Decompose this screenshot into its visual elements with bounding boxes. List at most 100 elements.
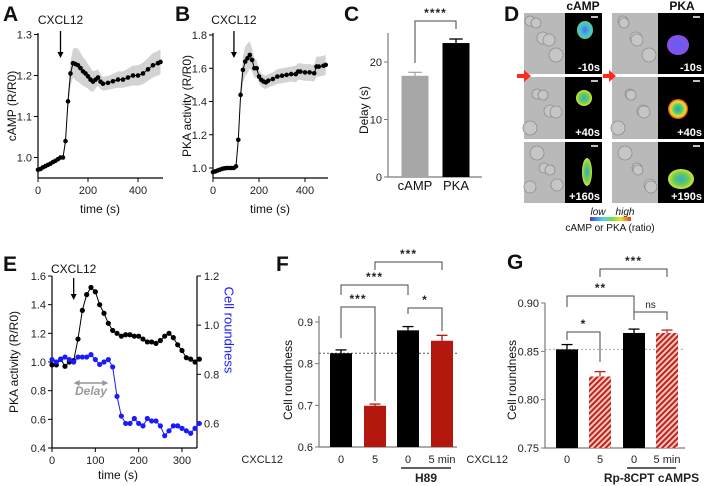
data-point [136, 420, 142, 427]
data-point [62, 354, 68, 360]
data-point [150, 62, 156, 68]
y-tick-label: 0.90 [518, 298, 539, 310]
cell-ratio-signal [582, 158, 592, 186]
delay-arrow-head [102, 380, 109, 386]
data-point [127, 332, 133, 338]
data-point [88, 352, 94, 358]
data-point [275, 74, 280, 79]
data-point [118, 413, 124, 419]
time-label: +160s [569, 191, 600, 203]
data-point [58, 356, 64, 363]
data-point [101, 359, 107, 365]
significance-label: ** [595, 281, 606, 295]
significance-bracket [340, 284, 409, 295]
data-point [307, 70, 312, 75]
x-tick-label: 400 [129, 185, 147, 197]
y-tick-label: 0 [376, 172, 382, 184]
ratio-image [565, 77, 602, 139]
data-point [149, 418, 155, 424]
bar [397, 330, 419, 447]
data-point [238, 92, 243, 98]
chart-e: 0.4 0.6 0.8 1.0 1.2 1.4 1.6 PKA activity (R/R0)… [7, 262, 236, 482]
data-point [100, 81, 106, 86]
time-label: -10s [578, 62, 600, 74]
data-point [68, 71, 73, 76]
x-axis-label: time (s) [80, 202, 120, 216]
data-point [236, 137, 241, 143]
significance-label: * [581, 317, 587, 331]
data-point [270, 76, 276, 82]
sem-band [213, 41, 326, 173]
cell-ratio-signal [576, 90, 592, 106]
data-point [49, 362, 55, 368]
significance-bracket [633, 311, 668, 320]
data-point [105, 320, 111, 326]
data-point [125, 75, 131, 80]
delay-label: Delay [75, 384, 108, 398]
y-tick-label-right: 1.0 [204, 320, 219, 332]
significance-label: *** [625, 254, 642, 268]
data-point [65, 99, 71, 104]
data-point [188, 356, 194, 362]
data-point [196, 420, 202, 427]
cell [625, 89, 637, 101]
data-point [105, 80, 111, 86]
data-point [88, 284, 94, 291]
data-point [110, 78, 116, 84]
data-point [240, 67, 246, 73]
y-tick-label: 0.75 [518, 443, 539, 455]
y-tick-label: 0.4 [31, 443, 46, 455]
data-point [118, 333, 124, 339]
x-tick-label: 0 [210, 185, 216, 197]
data-point [79, 354, 85, 360]
data-point [183, 355, 189, 361]
bar [364, 405, 386, 447]
colorbar-low: low [590, 207, 606, 218]
panel-label-c: C [344, 3, 359, 26]
chart-b: 1.0 1.2 1.4 1.6 1.8 PKA activity (R/R0) 0 200 40… [180, 13, 329, 216]
y-tick-label: 0.80 [518, 395, 539, 407]
data-point [247, 52, 253, 58]
data-point [153, 418, 159, 424]
y-tick-label: 10 [370, 115, 382, 127]
data-point [71, 359, 77, 365]
x-axis-label: time (s) [98, 468, 138, 482]
data-point [63, 138, 68, 144]
data-point [140, 71, 146, 76]
bar-label: 0 [631, 454, 637, 466]
data-point [311, 70, 317, 76]
panel-label-g: G [507, 251, 523, 274]
data-point [131, 415, 137, 422]
data-point [166, 330, 172, 336]
x-axis-label: time (s) [250, 202, 290, 216]
cell [548, 47, 564, 63]
stimulus-label: CXCL12 [38, 13, 84, 27]
colorbar [590, 217, 631, 221]
data-point [127, 420, 133, 427]
bar-label: 5 min [654, 454, 681, 466]
y-tick-label: 1.6 [192, 63, 207, 75]
y-tick-label: 0.8 [298, 359, 313, 371]
cell [644, 180, 658, 194]
data-point [92, 356, 98, 363]
time-label: +40s [575, 127, 600, 139]
data-point [110, 327, 116, 334]
y-tick-label: 1.1 [17, 112, 32, 124]
data-point [97, 361, 103, 368]
data-point [135, 73, 141, 78]
y-axis-label: Delay (s) [357, 86, 371, 134]
data-point [192, 359, 198, 365]
y-tick-label: 1.2 [31, 328, 46, 340]
col-title-camp: cAMP [566, 0, 599, 13]
data-point [97, 302, 103, 308]
panel-label-e: E [3, 253, 17, 276]
bar [431, 340, 453, 447]
data-point [288, 71, 294, 77]
bar [556, 349, 578, 448]
bar [442, 43, 470, 178]
bar-label: 0 [564, 454, 570, 466]
cell-ratio-signal [668, 169, 694, 189]
data-point [265, 78, 271, 84]
x-tick-label: 0 [49, 455, 55, 467]
y-axis-label: cAMP (R/R0) [5, 71, 19, 141]
